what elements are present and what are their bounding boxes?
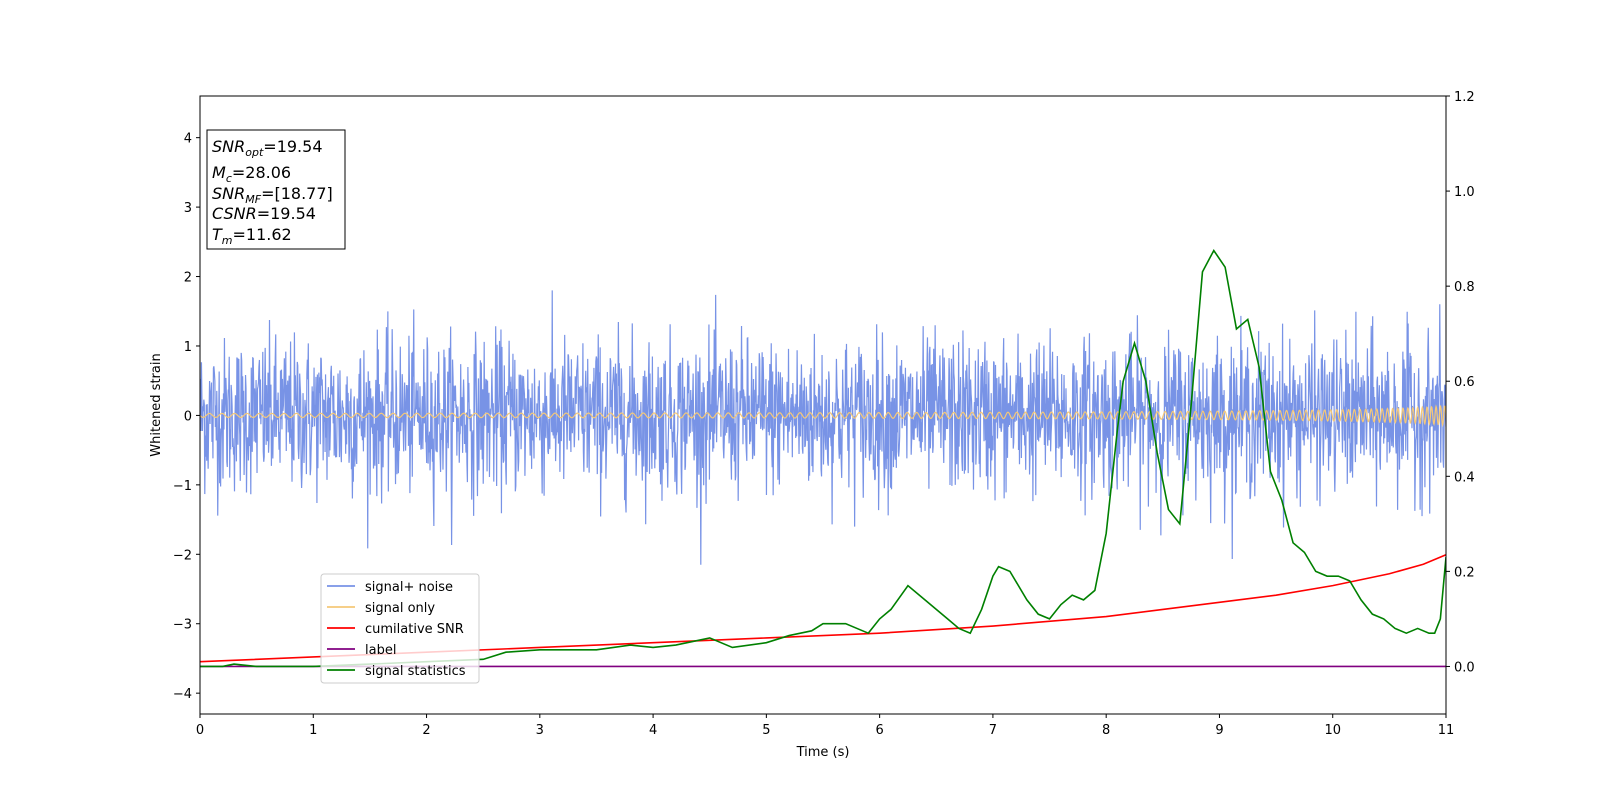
y-tick-label: −2 [173, 548, 192, 563]
ticks-layer: 0 1 2 3 4 5 6 7 8 9 10 11 −4 −3 −2 −1 0 1 2 3 4 0.0 0.2 0.4 0.6 0… [173, 90, 1475, 738]
annotation-line: CSNR=19.54 [212, 204, 316, 223]
y2-tick-label: 0.0 [1454, 660, 1475, 675]
legend-label: label [365, 643, 396, 658]
plot-frame [199, 95, 1447, 715]
legend-label: signal+ noise [365, 580, 453, 595]
legend-label: signal statistics [365, 664, 466, 679]
annotation-box: SNRopt=19.54 Mc=28.06SNRMF=[18.77]CSNR=19… [206, 129, 346, 250]
x-tick-label: 11 [1438, 723, 1455, 738]
annotation-frame [206, 129, 346, 250]
legend: signal+ noise signal only cumilative SNR la… [320, 573, 480, 684]
y-tick-label: 0 [184, 409, 192, 424]
x-tick-label: 7 [989, 723, 997, 738]
y2-tick-label: 0.4 [1454, 470, 1475, 485]
x-tick-label: 3 [536, 723, 544, 738]
series-line-signal-statistics [200, 248, 1446, 668]
x-tick-label: 5 [762, 723, 770, 738]
annotation-line: Mc=28.06 [212, 163, 291, 185]
x-tick-label: 6 [875, 723, 883, 738]
x-tick-label: 9 [1215, 723, 1223, 738]
y-tick-label: −1 [173, 479, 192, 494]
annotation-line: SNRMF=[18.77] [212, 184, 333, 206]
x-tick-label: 8 [1102, 723, 1110, 738]
annotation-line: SNRopt=19.54 [212, 137, 323, 159]
y-tick-label: 4 [184, 132, 192, 147]
y2-tick-label: 0.8 [1454, 280, 1475, 295]
x-tick-label: 4 [649, 723, 657, 738]
series-line-signal-noise [200, 290, 1446, 565]
legend-frame [320, 573, 480, 684]
y-tick-label: 3 [184, 201, 192, 216]
y-tick-label: −4 [173, 687, 192, 702]
x-tick-label: 2 [422, 723, 430, 738]
annotation-line: Tm=11.62 [212, 225, 292, 247]
y-axis-label: Whitened strain [149, 353, 164, 456]
legend-label: cumilative SNR [365, 622, 464, 637]
legend-label: signal only [365, 601, 435, 616]
y2-tick-label: 1.2 [1454, 90, 1475, 105]
y2-tick-label: 0.6 [1454, 375, 1475, 390]
y-tick-label: 2 [184, 271, 192, 286]
x-tick-label: 10 [1324, 723, 1341, 738]
x-tick-label: 1 [309, 723, 317, 738]
y2-tick-label: 0.2 [1454, 565, 1475, 580]
y-tick-label: −3 [173, 618, 192, 633]
y-tick-label: 1 [184, 340, 192, 355]
x-axis-label: Time (s) [796, 745, 850, 760]
series-line-signal-only [200, 404, 1446, 428]
y2-tick-label: 1.0 [1454, 185, 1475, 200]
series-line-cumilative-snr [200, 554, 1446, 663]
x-tick-label: 0 [196, 723, 204, 738]
